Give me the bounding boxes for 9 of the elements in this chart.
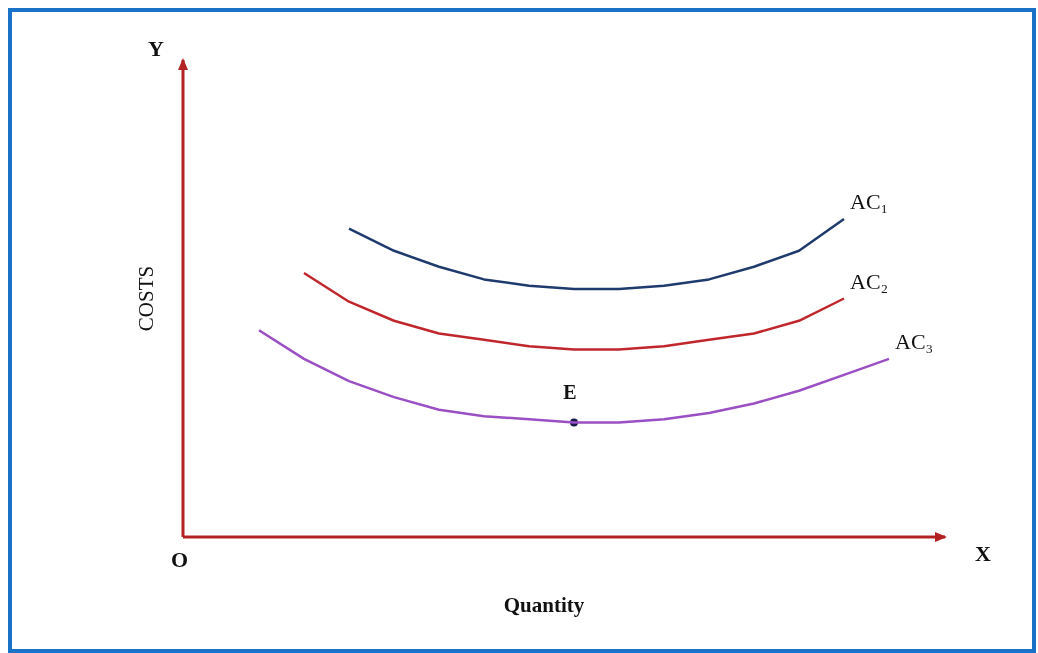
x-axis-title: Quantity <box>503 593 585 617</box>
y-axis-title: COSTS <box>134 265 158 332</box>
series-label: AC₂ <box>850 268 889 294</box>
series-label: AC₃ <box>895 328 934 354</box>
text: Y <box>148 36 164 61</box>
series-label: AC₁ <box>850 189 889 214</box>
text: O <box>171 547 189 572</box>
text: X <box>975 541 991 566</box>
annotation: E <box>563 380 577 403</box>
